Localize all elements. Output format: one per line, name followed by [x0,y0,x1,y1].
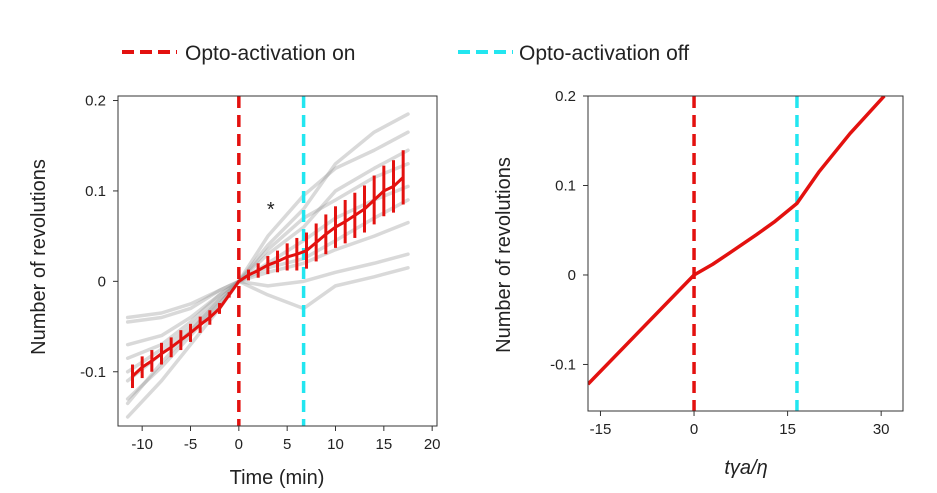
x-tick-label: 10 [327,436,344,453]
left-x-axis-title: Time (min) [230,467,325,489]
left-y-axis-title: Number of revolutions [28,159,50,355]
individual-trace-2 [125,130,410,406]
x-tick-label: 15 [375,436,392,453]
plot-frame [117,95,438,427]
y-tick-label: 0.1 [85,183,106,200]
individual-trace-3 [125,148,410,347]
right-y-axis-title: Number of revolutions [493,157,515,353]
y-tick-label: -0.1 [550,356,576,373]
y-tick-label: 0.2 [555,88,576,105]
individual-trace-9 [125,252,410,419]
plot-frame [587,95,904,412]
individual-trace-8 [125,266,410,401]
x-tick-label: 0 [690,421,698,438]
y-tick-label: -0.1 [80,364,106,381]
x-tick-label: 30 [873,421,890,438]
plot-area [125,96,410,426]
individual-trace-4 [125,162,410,374]
x-tick-label: 15 [779,421,796,438]
significance-marker: * [267,199,275,221]
y-tick-label: 0.2 [85,93,106,110]
x-tick-label: 5 [283,436,291,453]
legend-label-opto-on: Opto-activation on [185,42,355,65]
y-tick-label: 0.1 [555,177,576,194]
x-tick-label: 20 [424,436,441,453]
right-chart: -15 0 15 30 -0.1 0 0.1 0.2 [550,88,904,438]
individual-trace-1 [125,112,410,320]
legend-label-opto-off: Opto-activation off [519,42,689,65]
model-line [588,96,886,386]
legend: Opto-activation on Opto-activation off [122,42,689,65]
y-tick-label: 0 [98,273,106,290]
x-tick-label: -5 [184,436,197,453]
x-tick-label: -15 [590,421,612,438]
y-tick-label: 0 [568,267,576,284]
x-tick-label: -10 [131,436,153,453]
left-chart: * -10 -5 0 5 10 15 20 -0.1 0 0.1 0.2 [80,93,440,453]
right-x-axis-title: tγa/η [724,457,767,479]
individual-trace-7 [125,220,410,360]
x-tick-label: 0 [235,436,243,453]
plot-area [588,96,886,411]
